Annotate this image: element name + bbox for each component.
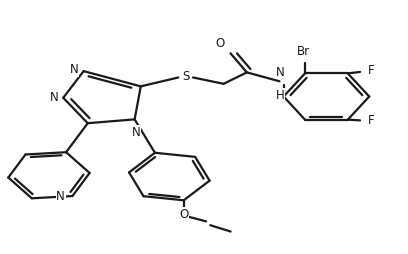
Text: N: N bbox=[50, 91, 58, 104]
Text: N: N bbox=[70, 63, 79, 76]
Text: N: N bbox=[131, 126, 140, 139]
Text: H: H bbox=[276, 89, 285, 102]
Text: O: O bbox=[215, 37, 224, 50]
Text: F: F bbox=[368, 114, 374, 128]
Text: S: S bbox=[182, 70, 189, 83]
Text: O: O bbox=[179, 208, 188, 221]
Text: F: F bbox=[368, 64, 374, 77]
Text: N: N bbox=[56, 189, 65, 202]
Text: N: N bbox=[276, 66, 285, 79]
Text: Br: Br bbox=[296, 45, 310, 58]
